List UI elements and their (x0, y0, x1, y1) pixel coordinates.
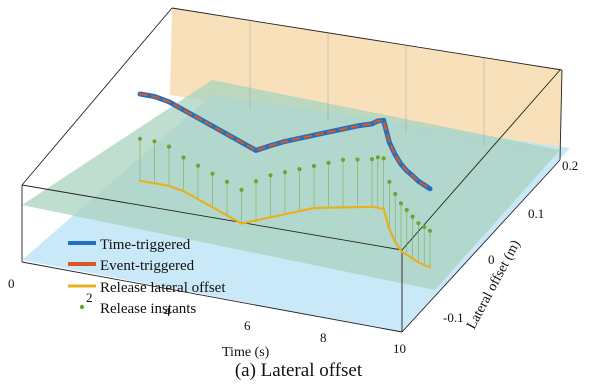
release-instant-point (224, 179, 230, 184)
release-instant-point (268, 173, 273, 178)
back-grid (249, 20, 485, 146)
y-axis-line (401, 159, 561, 333)
mid-plane (22, 80, 560, 290)
release-instant-point (253, 179, 259, 184)
upper-plane (170, 8, 562, 160)
series-layer (137, 91, 433, 269)
series-line-event-triggered (138, 92, 432, 190)
release-instant-point (311, 163, 317, 169)
x-tick-label: 6 (244, 318, 251, 333)
x-tick-label: 8 (320, 330, 327, 345)
release-instant-point (195, 163, 201, 168)
release-instant-point (416, 221, 421, 226)
release-instant-point (152, 139, 157, 144)
y-tick-label: 0 (488, 252, 495, 267)
y-tick-label: 0.1 (528, 206, 544, 221)
release-instant-point (404, 207, 409, 213)
release-instant-point (137, 136, 143, 141)
lateral-offset-3d-chart: 0 2 4 6 8 10 -0.1 0 0.1 0.2 Time (s) Lat… (8, 7, 578, 360)
box-edge (21, 184, 403, 251)
legend-label: Event-triggered (100, 258, 195, 274)
legend-label: Time-triggered (100, 237, 191, 253)
release-instant-point (282, 170, 288, 175)
release-instant-point (422, 224, 427, 230)
release-instant-point (387, 179, 392, 184)
release-instant-point (340, 157, 346, 162)
release-instant-point (375, 155, 380, 160)
legend-label: Release lateral offset (100, 280, 226, 296)
y-tick-label: 0.2 (562, 158, 578, 173)
release-instant-point (297, 167, 302, 172)
release-instant-point (239, 187, 244, 192)
release-instant-point (181, 155, 186, 160)
release-instant-point (427, 228, 433, 233)
box-edge (171, 7, 563, 71)
release-instant-point (369, 157, 375, 162)
release-instant-point (381, 156, 386, 161)
legend-swatch-release-instants (79, 304, 85, 310)
box-edge (21, 7, 173, 186)
axes-box (21, 7, 563, 333)
legend-label: Release instants (100, 301, 196, 317)
release-instant-point (393, 191, 398, 197)
x-tick-label: 10 (393, 341, 406, 356)
x-tick-label: 4 (164, 304, 171, 319)
release-instant-point (210, 171, 215, 176)
figure-caption: (a) Lateral offset (234, 360, 363, 381)
x-tick-label: 0 (8, 276, 15, 291)
release-instant-point (355, 157, 360, 162)
y-tick-label: -0.1 (443, 310, 464, 325)
release-instant-point (326, 160, 331, 165)
series-line-release-lateral-offset (138, 179, 432, 269)
x-axis-label: Time (s) (222, 345, 270, 360)
x-tick-label: 2 (86, 290, 93, 305)
x-axis-line (21, 261, 403, 333)
box-edge (559, 69, 563, 161)
legend: Time-triggered Event-triggered Release l… (68, 237, 226, 317)
release-instant-point (410, 214, 415, 219)
release-instant-point (398, 201, 404, 206)
box-edge (401, 69, 561, 251)
release-instant-point (166, 144, 172, 149)
